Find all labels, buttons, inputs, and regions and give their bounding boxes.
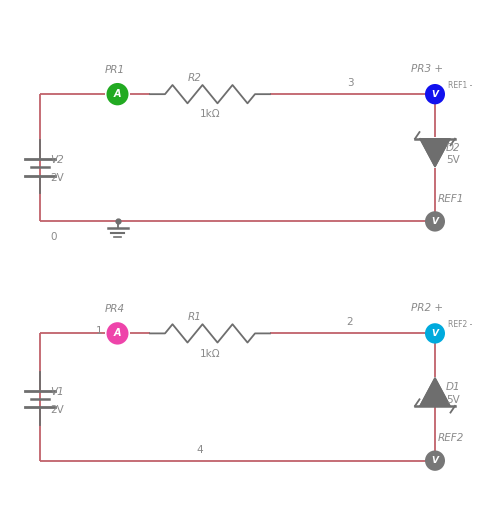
Text: REF1 -: REF1 - [448,80,472,90]
Text: PR4: PR4 [105,304,125,314]
Text: R1: R1 [188,312,202,322]
Text: REF2: REF2 [438,433,464,443]
Text: D1: D1 [446,382,460,392]
Text: 1kΩ: 1kΩ [200,109,220,120]
Text: 0: 0 [50,232,56,242]
Text: V: V [432,217,438,226]
Text: V2: V2 [50,155,64,165]
Circle shape [425,84,445,104]
Text: V: V [432,329,438,338]
Text: D2: D2 [446,143,460,153]
Circle shape [106,83,128,105]
Polygon shape [420,378,450,406]
Circle shape [425,323,445,344]
Polygon shape [420,139,450,167]
Text: 3: 3 [346,78,354,88]
Text: 5V: 5V [446,155,460,165]
Text: PR1: PR1 [105,65,125,75]
Text: REF1: REF1 [438,193,464,204]
Text: V: V [432,456,438,465]
Text: 5V: 5V [446,394,460,405]
Text: 1: 1 [96,326,102,336]
Text: V1: V1 [50,387,64,397]
Circle shape [106,322,128,345]
Text: 2V: 2V [50,405,64,415]
Text: 4: 4 [196,444,203,455]
Text: PR2 +: PR2 + [412,303,444,313]
Circle shape [425,211,445,232]
Text: V: V [432,90,438,99]
Text: 1kΩ: 1kΩ [200,349,220,359]
Text: R2: R2 [188,73,202,83]
Text: A: A [114,89,121,99]
Text: PR3 +: PR3 + [412,64,444,74]
Text: 2: 2 [346,317,354,327]
Text: REF2 -: REF2 - [448,320,472,329]
Circle shape [425,450,445,471]
Text: A: A [114,328,121,338]
Text: 2V: 2V [50,173,64,183]
